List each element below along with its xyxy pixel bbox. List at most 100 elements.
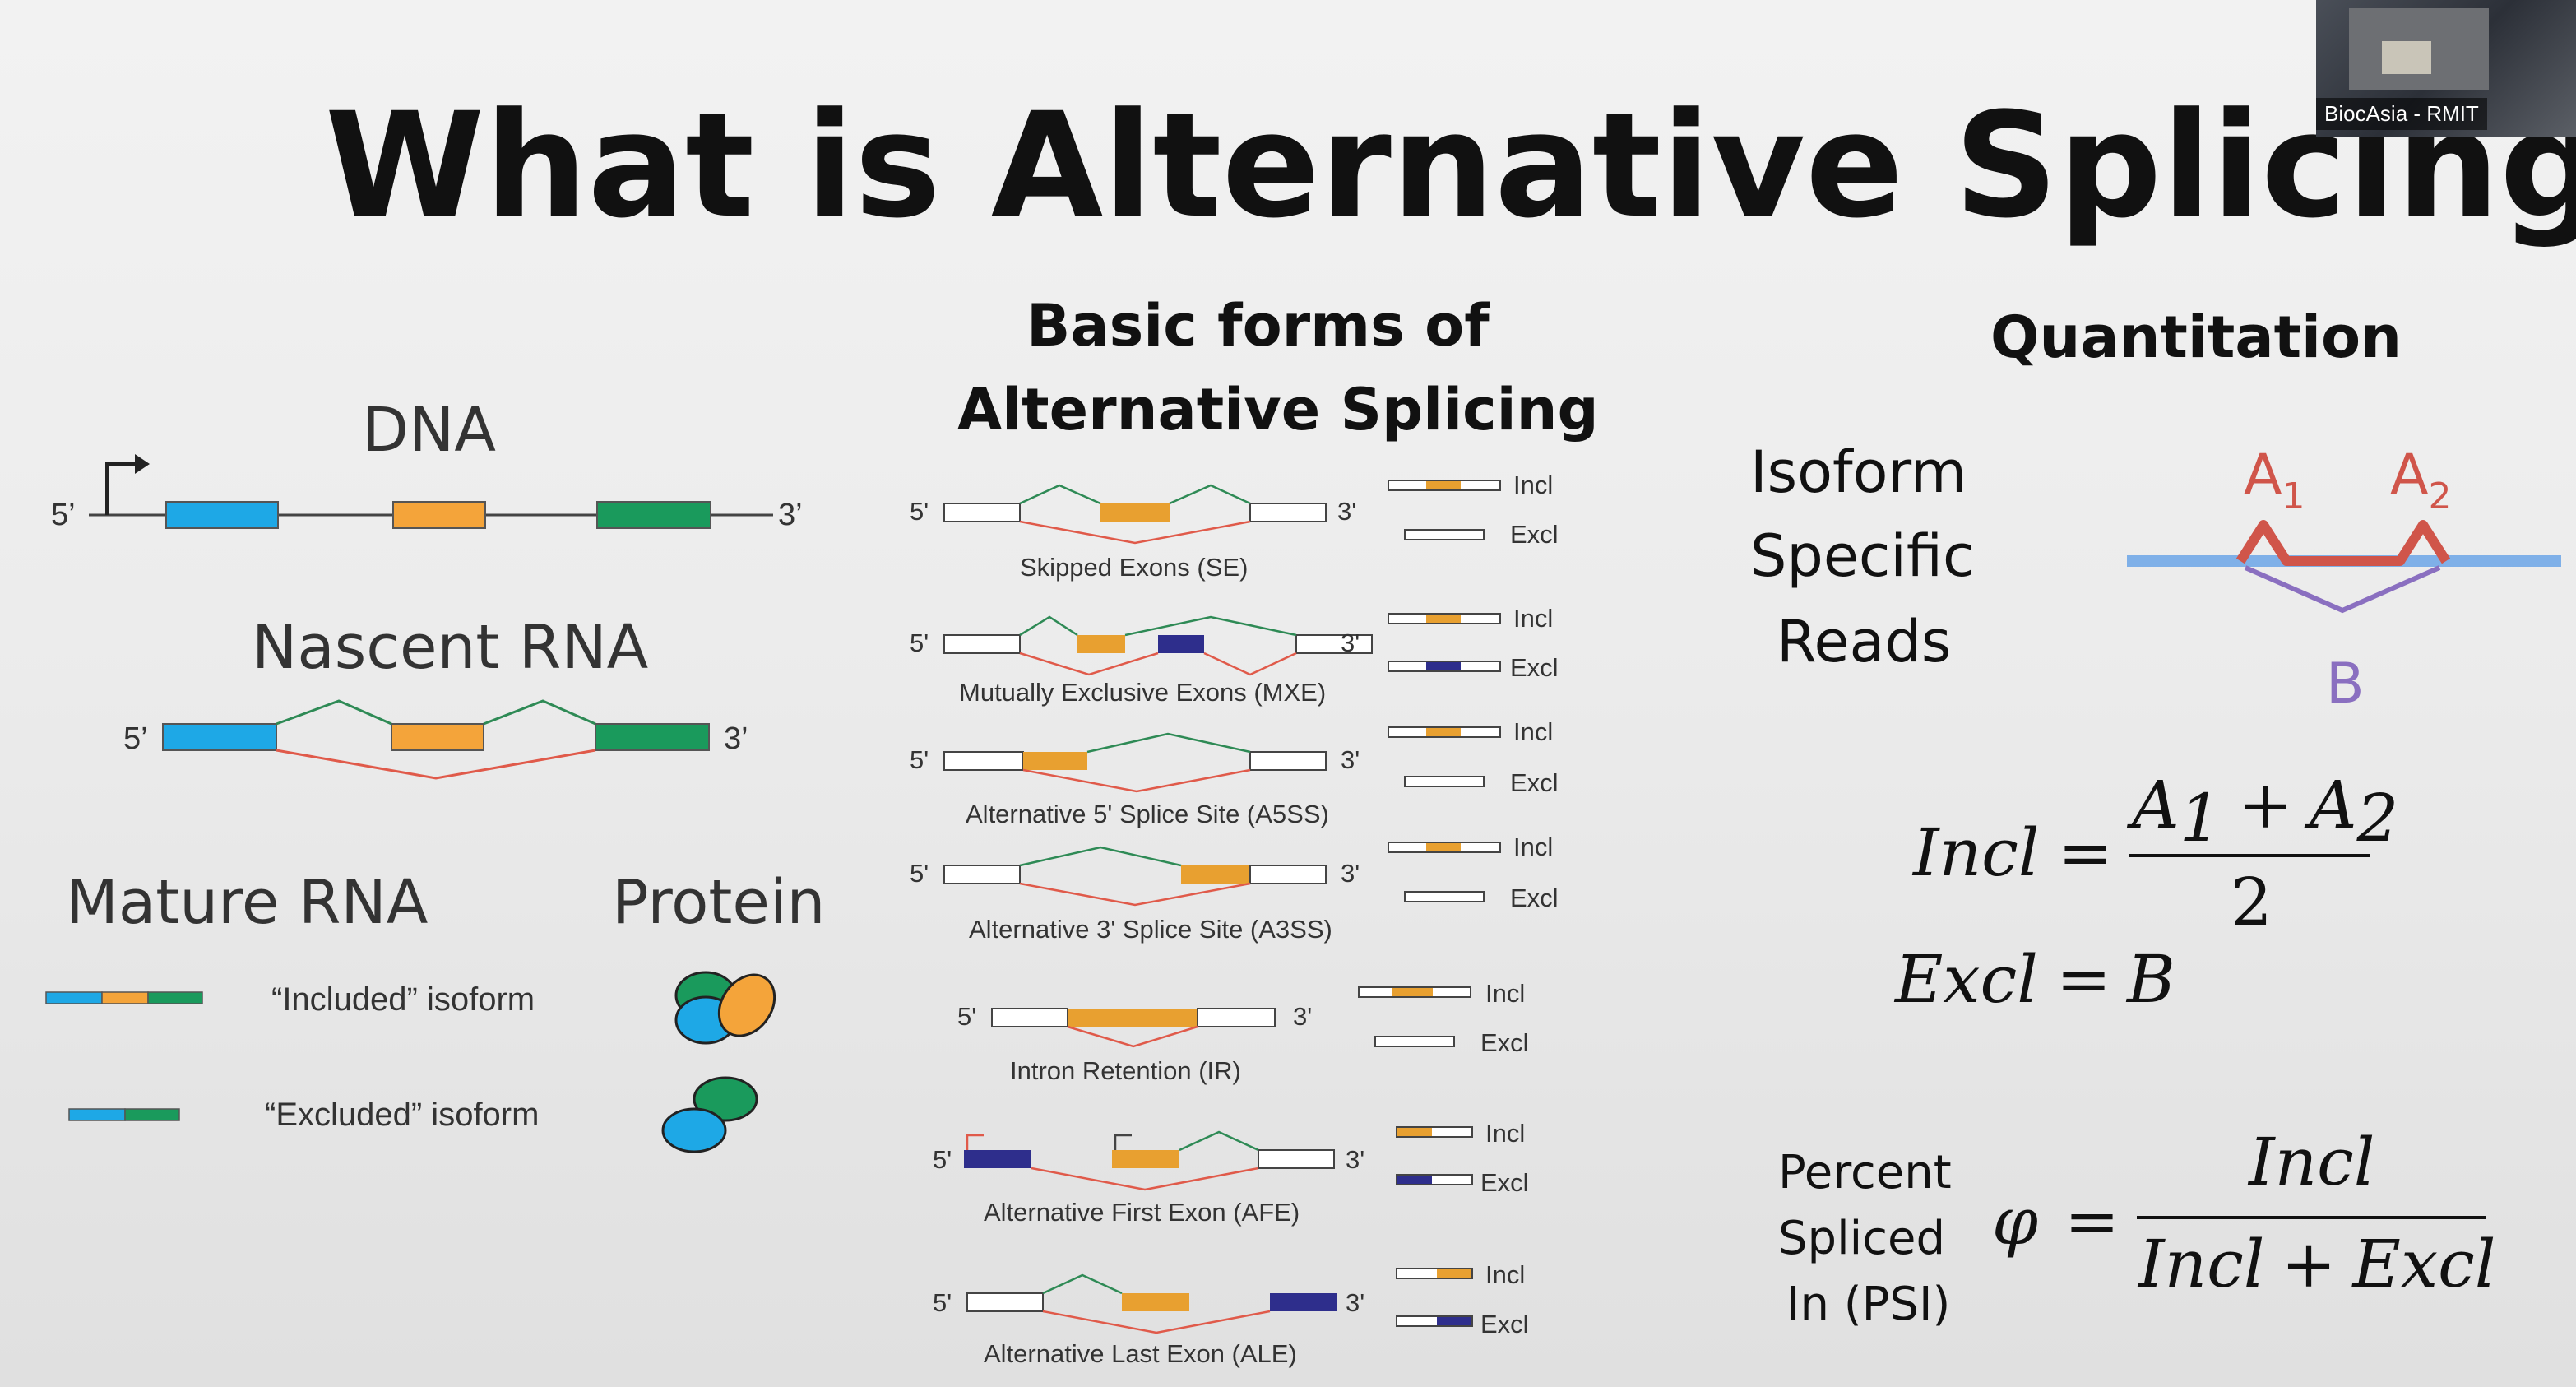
psi-formula-numerator: Incl <box>2247 1124 2375 1200</box>
mxe-incl-label: Incl <box>1513 604 1553 633</box>
webcam-label: BiocAsia - RMIT <box>2316 98 2487 130</box>
a3ss-excl-label: Excl <box>1510 884 1559 912</box>
dna-exon-3 <box>596 501 711 529</box>
a5ss-excl-label: Excl <box>1510 768 1559 797</box>
afe-caption: Alternative First Exon (AFE) <box>984 1198 1300 1227</box>
ir-excl-bar <box>1374 1036 1455 1047</box>
psi-line2: Spliced <box>1778 1212 1945 1265</box>
middle-heading-line2: Alternative Splicing <box>957 376 1599 443</box>
a3ss-exon-ext <box>1181 865 1250 884</box>
quantitation-panel: Quantitation Isoform Specific Reads A1 A… <box>1750 304 2561 1331</box>
afe-exon-first-2 <box>1112 1150 1179 1168</box>
incl-formula-denominator: 2 <box>2231 864 2273 940</box>
a5ss-5prime: 5' <box>910 745 929 774</box>
se-exon-mid <box>1100 503 1170 522</box>
ir-caption: Intron Retention (IR) <box>1010 1056 1241 1085</box>
mxe-exon-navy <box>1158 635 1204 653</box>
read-inclusion <box>2235 520 2451 566</box>
a3ss-incl-label: Incl <box>1513 833 1553 861</box>
ale-5prime: 5' <box>933 1288 952 1317</box>
a3ss-excl-bar <box>1404 891 1485 902</box>
ale-exon-last-1 <box>1122 1293 1189 1311</box>
ir-5prime: 5' <box>957 1002 976 1031</box>
a5ss-3prime: 3' <box>1341 745 1360 774</box>
psi-line1: Percent <box>1778 1146 1952 1199</box>
a5ss-incl-label: Incl <box>1513 717 1553 746</box>
afe-tss-arrow-2 <box>1114 1134 1132 1150</box>
isoform-reads-line1: Isoform <box>1750 438 1967 506</box>
dna-exon-2 <box>392 501 486 529</box>
read-a1-label: A1 <box>2244 443 2305 517</box>
nascent-5prime: 5’ <box>123 721 148 756</box>
se-incl-bar-orange <box>1426 481 1461 489</box>
included-protein-icon <box>674 971 776 1045</box>
a3ss-caption: Alternative 3' Splice Site (A3SS) <box>969 915 1332 944</box>
mxe-incl-junction <box>1019 615 1297 637</box>
ale-incl-bar-orange <box>1437 1269 1471 1278</box>
ale-3prime: 3' <box>1346 1288 1364 1317</box>
ir-exon-down <box>1197 1008 1276 1027</box>
psi-formula: φ = Incl Incl + Excl <box>1992 1124 2495 1302</box>
se-exon-down <box>1249 503 1327 522</box>
ale-exon-last-2 <box>1270 1293 1337 1311</box>
a3ss-3prime: 3' <box>1341 859 1360 888</box>
splicing-type-ir: 5' 3' Intron Retention (IR) Incl Excl <box>957 979 1529 1085</box>
ale-excl-label: Excl <box>1480 1310 1529 1338</box>
mxe-exon-up <box>943 634 1021 654</box>
a5ss-excl-junction <box>1022 768 1251 793</box>
afe-exon-first-1 <box>964 1150 1031 1168</box>
dna-label: DNA <box>362 395 496 466</box>
se-inclusion-junction <box>1019 484 1251 505</box>
excluded-isoform-label: “Excluded” isoform <box>265 1097 539 1133</box>
mxe-5prime: 5' <box>910 629 929 657</box>
quantitation-heading: Quantitation <box>1990 304 2402 371</box>
included-isoform-seg-1 <box>45 991 103 1004</box>
se-3prime: 3' <box>1337 497 1356 526</box>
isoform-reads-line3: Reads <box>1777 608 1951 675</box>
a3ss-exon-down <box>1249 865 1327 884</box>
included-isoform-seg-3 <box>147 991 203 1004</box>
se-skipping-junction <box>1019 520 1251 545</box>
ale-incl-label: Incl <box>1485 1260 1525 1289</box>
nascent-rna-label: Nascent RNA <box>252 612 649 683</box>
ir-incl-label: Incl <box>1485 979 1525 1008</box>
included-isoform-label: “Included” isoform <box>271 981 535 1018</box>
ir-exon-up <box>991 1008 1068 1027</box>
splicing-types-panel: Basic forms of Alternative Splicing 5' 3… <box>910 292 1599 1368</box>
mature-rna-label: Mature RNA <box>66 867 429 938</box>
se-excl-label: Excl <box>1510 520 1559 549</box>
ir-3prime: 3' <box>1293 1002 1312 1031</box>
afe-incl-label: Incl <box>1485 1119 1525 1148</box>
ale-excl-junction <box>1042 1310 1271 1334</box>
afe-incl-bar-orange <box>1397 1128 1432 1136</box>
webcam-thumbnail: BiocAsia - RMIT <box>2316 0 2576 137</box>
read-exclusion <box>2244 565 2441 614</box>
gene-structure-panel: DNA 5’ 3’ Nascent RNA 5’ 3’ Mature RNA P… <box>45 395 825 1153</box>
included-isoform-seg-2 <box>101 991 149 1004</box>
nascent-exon-2 <box>391 723 484 751</box>
a3ss-exon-up <box>943 865 1021 884</box>
nascent-exon-3 <box>595 723 710 751</box>
ir-incl-bar-orange <box>1392 988 1433 996</box>
incl-formula-numerator: A1 + A2 <box>2126 767 2398 856</box>
a5ss-incl-junction <box>1086 732 1251 754</box>
afe-5prime: 5' <box>933 1145 952 1174</box>
mxe-3prime: 3' <box>1341 629 1360 657</box>
se-exon-up <box>943 503 1021 522</box>
splicing-type-se: 5' 3' Skipped Exons (SE) Incl Excl <box>910 471 1559 582</box>
a5ss-exon-ext <box>1023 752 1087 770</box>
afe-excl-bar-navy <box>1397 1176 1432 1184</box>
excluded-isoform-seg-2 <box>124 1108 180 1121</box>
afe-exon-down <box>1258 1149 1335 1169</box>
protein-label: Protein <box>612 867 825 938</box>
a5ss-exon-up <box>943 751 1024 771</box>
a5ss-exon-down <box>1249 751 1327 771</box>
excl-formula-rhs: B <box>2125 941 2175 1018</box>
dna-3prime: 3’ <box>778 498 803 532</box>
ir-excl-junction <box>1067 1025 1198 1048</box>
splicing-type-a5ss: 5' 3' Alternative 5' Splice Site (A5SS) … <box>910 717 1559 828</box>
incl-formula-lhs: Incl <box>1911 814 2040 891</box>
dna-5prime: 5’ <box>51 498 76 532</box>
incl-formula-eq: = <box>2058 814 2113 891</box>
